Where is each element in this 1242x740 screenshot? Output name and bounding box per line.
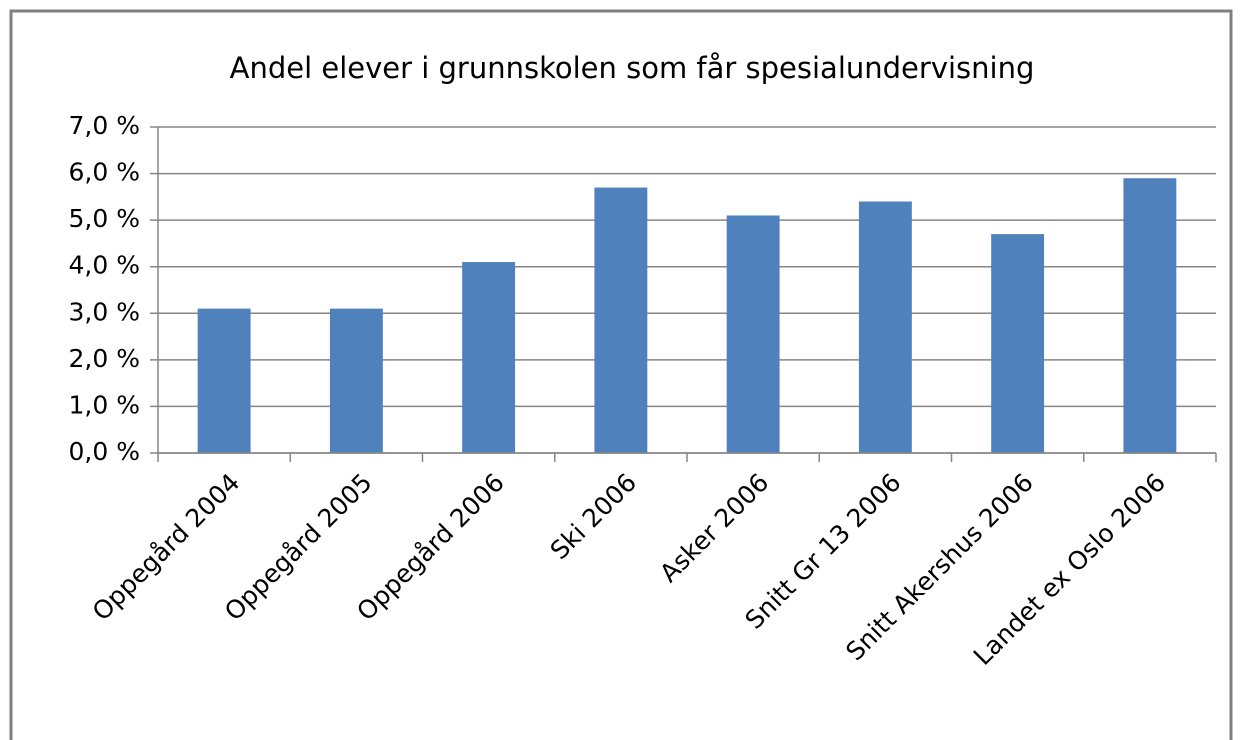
bar bbox=[991, 234, 1045, 453]
y-tick-label: 5,0 % bbox=[69, 204, 140, 233]
bar bbox=[726, 215, 780, 453]
y-tick-label: 1,0 % bbox=[69, 390, 140, 419]
x-tick-label: Asker 2006 bbox=[654, 468, 774, 588]
chart-title: Andel elever i grunnskolen som får spesi… bbox=[230, 51, 1035, 85]
y-tick-label: 2,0 % bbox=[69, 344, 140, 373]
y-tick-label: 6,0 % bbox=[69, 158, 140, 187]
bar bbox=[197, 308, 251, 453]
y-tick-label: 7,0 % bbox=[69, 111, 140, 140]
y-tick-label: 3,0 % bbox=[69, 297, 140, 326]
x-tick-label: Oppegård 2006 bbox=[351, 468, 510, 627]
bar bbox=[462, 262, 516, 453]
bar bbox=[858, 201, 912, 453]
y-tick-label: 4,0 % bbox=[69, 251, 140, 280]
bar bbox=[1123, 178, 1177, 453]
chart-frame bbox=[9, 9, 1233, 740]
x-tick-label: Ski 2006 bbox=[545, 468, 642, 565]
bar bbox=[329, 308, 383, 453]
bar bbox=[594, 187, 648, 454]
y-tick-label: 0,0 % bbox=[69, 437, 140, 466]
